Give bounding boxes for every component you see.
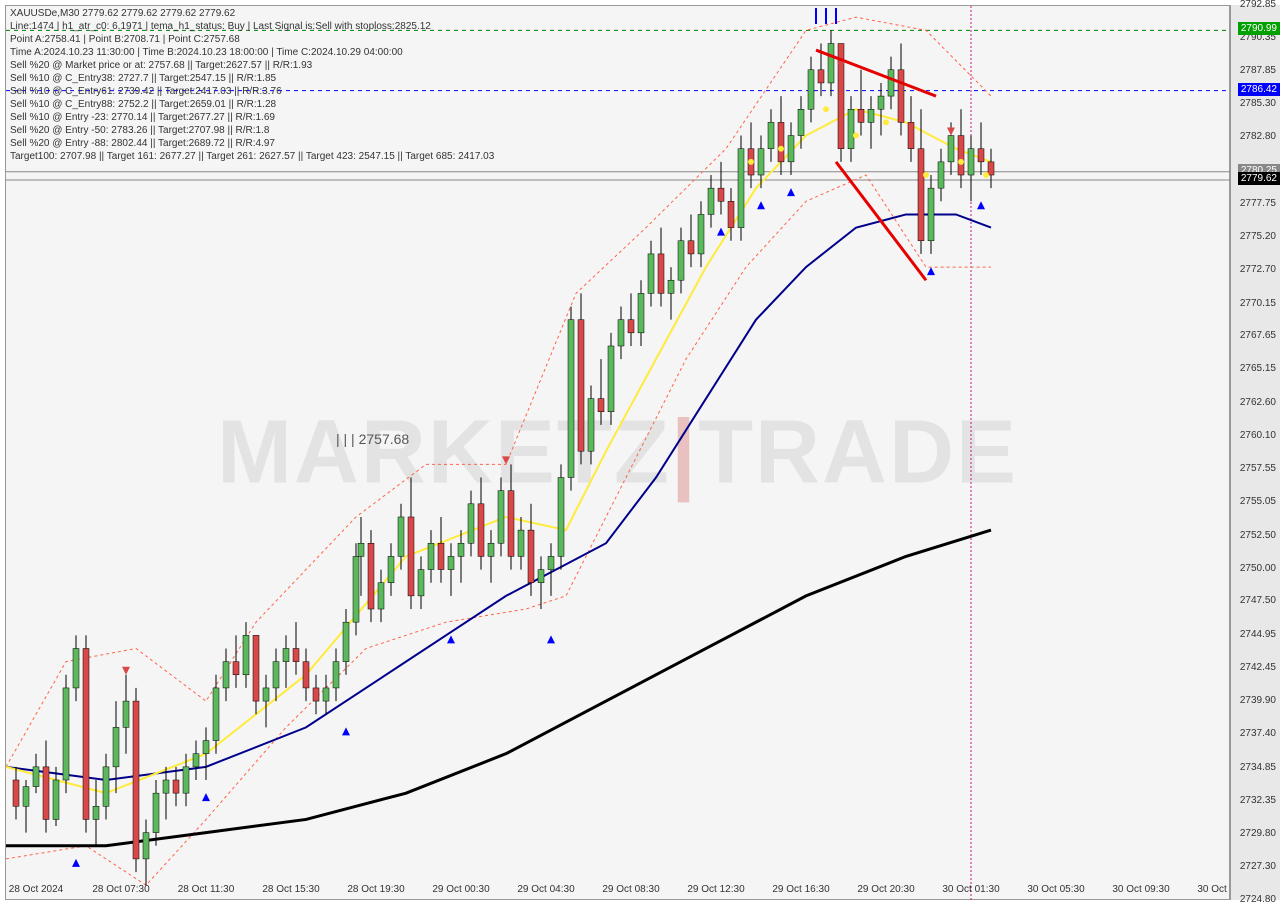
symbol-header: XAUUSDe,M30 2779.62 2779.62 2779.62 2779… [10, 8, 235, 19]
y-tick-label: 2744.95 [1240, 629, 1276, 640]
y-tick-label: 2792.85 [1240, 0, 1276, 10]
y-tick-label: 2757.55 [1240, 463, 1276, 474]
info-line: Sell %20 @ Market price or at: 2757.68 |… [10, 60, 312, 71]
price-tag: 2779.62 [1238, 172, 1280, 185]
x-tick-label: 29 Oct 04:30 [517, 884, 574, 895]
x-tick-label: 28 Oct 07:30 [92, 884, 149, 895]
info-line: Point A:2758.41 | Point B:2708.71 | Poin… [10, 34, 240, 45]
y-tick-label: 2760.10 [1240, 430, 1276, 441]
info-line: Sell %20 @ Entry -50: 2783.26 || Target:… [10, 125, 269, 136]
x-tick-label: 30 Oct 09:30 [1112, 884, 1169, 895]
info-line: Target100: 2707.98 || Target 161: 2677.2… [10, 151, 494, 162]
y-axis: 2792.852790.352787.852785.302782.802780.… [1230, 5, 1280, 900]
y-tick-label: 2737.40 [1240, 728, 1276, 739]
y-tick-label: 2729.80 [1240, 828, 1276, 839]
x-tick-label: 28 Oct 11:30 [178, 884, 235, 895]
y-tick-label: 2727.30 [1240, 861, 1276, 872]
y-tick-label: 2755.05 [1240, 496, 1276, 507]
info-line: Sell %10 @ C_Entry61: 2739.42 || Target:… [10, 86, 282, 97]
chart-container: MARKETZ|TRADE XAUUSDe,M30 2779.62 2779.6… [0, 0, 1280, 920]
y-tick-label: 2734.85 [1240, 762, 1276, 773]
y-tick-label: 2747.50 [1240, 595, 1276, 606]
x-tick-label: 29 Oct 12:30 [687, 884, 744, 895]
y-tick-label: 2767.65 [1240, 330, 1276, 341]
x-tick-label: 29 Oct 00:30 [432, 884, 489, 895]
x-tick-label: 30 Oct 05:30 [1027, 884, 1084, 895]
y-tick-label: 2787.85 [1240, 65, 1276, 76]
info-line: Sell %20 @ Entry -88: 2802.44 || Target:… [10, 138, 275, 149]
x-tick-label: 28 Oct 15:30 [262, 884, 319, 895]
info-line: Sell %10 @ Entry -23: 2770.14 || Target:… [10, 112, 275, 123]
mid-label: | | | 2757.68 [336, 431, 409, 447]
price-tag: 2786.42 [1238, 83, 1280, 96]
x-tick-label: 28 Oct 2024 [9, 884, 63, 895]
y-tick-label: 2782.80 [1240, 131, 1276, 142]
x-tick-label: 29 Oct 08:30 [602, 884, 659, 895]
y-tick-label: 2724.80 [1240, 894, 1276, 905]
y-tick-label: 2785.30 [1240, 98, 1276, 109]
info-line: Time A:2024.10.23 11:30:00 | Time B:2024… [10, 47, 403, 58]
y-tick-label: 2750.00 [1240, 563, 1276, 574]
info-line: Line:1474 | h1_atr_c0: 6.1971 | tema_h1_… [10, 21, 431, 32]
x-tick-label: 28 Oct 19:30 [347, 884, 404, 895]
price-tag: 2790.99 [1238, 22, 1280, 35]
info-line: Sell %10 @ C_Entry38: 2727.7 || Target:2… [10, 73, 276, 84]
y-tick-label: 2770.15 [1240, 298, 1276, 309]
plot-area[interactable]: MARKETZ|TRADE XAUUSDe,M30 2779.62 2779.6… [5, 5, 1230, 900]
y-tick-label: 2765.15 [1240, 363, 1276, 374]
x-tick-label: 30 Oct 01:30 [942, 884, 999, 895]
y-tick-label: 2772.70 [1240, 264, 1276, 275]
y-tick-label: 2775.20 [1240, 231, 1276, 242]
y-tick-label: 2732.35 [1240, 795, 1276, 806]
y-tick-label: 2752.50 [1240, 530, 1276, 541]
y-tick-label: 2742.45 [1240, 662, 1276, 673]
info-line: Sell %10 @ C_Entry88: 2752.2 || Target:2… [10, 99, 276, 110]
x-tick-label: 29 Oct 16:30 [772, 884, 829, 895]
y-tick-label: 2777.75 [1240, 198, 1276, 209]
y-tick-label: 2739.90 [1240, 695, 1276, 706]
x-tick-label: 29 Oct 20:30 [857, 884, 914, 895]
y-tick-label: 2762.60 [1240, 397, 1276, 408]
